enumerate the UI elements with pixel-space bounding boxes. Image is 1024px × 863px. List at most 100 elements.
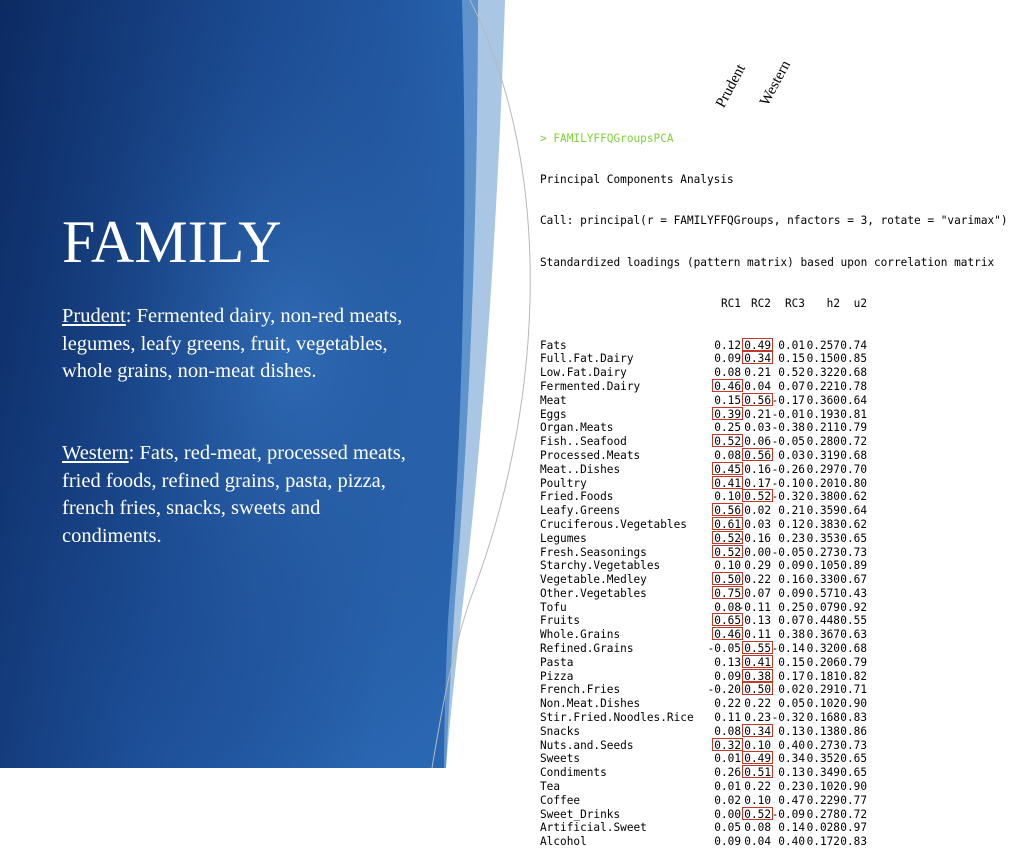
loading-value: 0.83 bbox=[840, 835, 867, 849]
table-row: Artificial.Sweet 0.05 0.08 0.14 0.028 0.97 bbox=[540, 821, 1008, 835]
loading-value: 0.72 bbox=[840, 435, 867, 449]
loading-value: 0.16 bbox=[744, 462, 771, 476]
highlighted-loading: 0.50 bbox=[701, 572, 743, 587]
loading-value: -0.09 bbox=[771, 807, 805, 821]
table-row: Fish..Seafood 0.52 0.06 -0.05 0.280 0.72 bbox=[540, 434, 1008, 449]
row-label: Refined.Grains bbox=[540, 642, 634, 656]
table-row: Nuts.and.Seeds 0.32 0.10 0.40 0.273 0.73 bbox=[540, 737, 1008, 753]
loading-value: 0.21 bbox=[744, 407, 771, 421]
loading-value: 0.82 bbox=[840, 669, 867, 683]
highlight-box bbox=[712, 530, 743, 544]
loading-value: 0.17 bbox=[778, 669, 805, 683]
loading-value: 0.367 bbox=[806, 628, 840, 642]
row-label: Fresh.Seasonings bbox=[540, 545, 647, 559]
column-header-rc2: RC2 bbox=[750, 297, 771, 311]
highlight-box bbox=[712, 585, 743, 599]
loading-value: 0.105 bbox=[806, 559, 840, 573]
loading-value: 0.29 bbox=[744, 559, 771, 573]
row-label: Sweet_Drinks bbox=[540, 807, 621, 821]
loading-value: 0.273 bbox=[806, 738, 840, 752]
highlighted-loading: 0.41 bbox=[731, 654, 773, 670]
loading-value: 0.21 bbox=[778, 504, 805, 518]
western-column-label: Western bbox=[756, 57, 795, 109]
column-header-u2: u2 bbox=[853, 297, 867, 311]
loading-value: 0.65 bbox=[840, 752, 867, 766]
row-label: French.Fries bbox=[540, 683, 621, 697]
loading-value: 0.09 bbox=[778, 586, 805, 600]
table-row: Organ.Meats 0.25 0.03 -0.38 0.211 0.79 bbox=[540, 421, 1008, 435]
loading-value: 0.68 bbox=[840, 448, 867, 462]
loading-value: 0.68 bbox=[840, 366, 867, 380]
table-row: Fried.Foods 0.10 0.52 -0.32 0.380 0.62 bbox=[540, 489, 1008, 504]
loading-value: 0.03 bbox=[778, 448, 805, 462]
loading-value: -0.32 bbox=[771, 490, 805, 504]
highlighted-loading: 0.39 bbox=[701, 406, 743, 422]
loading-value: 0.11 bbox=[744, 628, 771, 642]
loading-value: 0.353 bbox=[806, 531, 840, 545]
table-row: Leafy.Greens 0.56 0.02 0.21 0.359 0.64 bbox=[540, 503, 1008, 518]
row-label: Alcohol bbox=[540, 835, 587, 849]
row-label: Fried.Foods bbox=[540, 490, 614, 504]
loading-value: 0.64 bbox=[840, 393, 867, 407]
loading-value: 0.08 bbox=[714, 600, 741, 614]
loading-value: 0.09 bbox=[778, 559, 805, 573]
loading-value: 0.77 bbox=[840, 793, 867, 807]
loading-value: 0.43 bbox=[840, 586, 867, 600]
loading-value: 0.079 bbox=[806, 600, 840, 614]
r-output-line: Principal Components Analysis bbox=[540, 172, 734, 186]
loading-value: -0.05 bbox=[707, 642, 741, 656]
r-console-output: > FAMILYFFQGroupsPCA Principal Component… bbox=[540, 104, 1008, 863]
loading-value: 0.11 bbox=[714, 711, 741, 725]
loading-value: 0.13 bbox=[778, 724, 805, 738]
highlighted-loading: 0.52 bbox=[731, 489, 773, 504]
highlight-box bbox=[742, 682, 773, 696]
loading-value: 0.14 bbox=[778, 821, 805, 835]
loading-value: -0.17 bbox=[771, 393, 805, 407]
loading-value: 0.79 bbox=[840, 421, 867, 435]
loading-value: 0.70 bbox=[840, 462, 867, 476]
highlight-box bbox=[742, 641, 773, 655]
highlight-box bbox=[712, 516, 743, 530]
loading-value: 0.13 bbox=[778, 766, 805, 780]
loading-value: 0.06 bbox=[744, 435, 771, 449]
loading-value: 0.80 bbox=[840, 476, 867, 490]
highlight-box bbox=[742, 337, 773, 351]
western-term: Western bbox=[62, 442, 129, 464]
highlighted-loading: 0.32 bbox=[701, 737, 743, 753]
loading-value: 0.40 bbox=[778, 835, 805, 849]
table-row: Tofu 0.08 -0.11 0.25 0.079 0.92 bbox=[540, 601, 1008, 615]
highlighted-loading: 0.38 bbox=[731, 668, 773, 684]
loading-value: 0.257 bbox=[806, 338, 840, 352]
highlighted-loading: 0.61 bbox=[701, 516, 743, 532]
highlight-box bbox=[742, 392, 773, 406]
loading-value: 0.00 bbox=[744, 545, 771, 559]
table-row: Full.Fat.Dairy 0.09 0.34 0.15 0.150 0.85 bbox=[540, 351, 1008, 366]
table-row: Tea 0.01 0.22 0.23 0.102 0.90 bbox=[540, 780, 1008, 794]
loading-value: 0.17 bbox=[744, 476, 771, 490]
row-label: Legumes bbox=[540, 531, 587, 545]
row-label: Meat..Dishes bbox=[540, 462, 621, 476]
loading-value: 0.22 bbox=[744, 697, 771, 711]
loading-value: 0.47 bbox=[778, 793, 805, 807]
loading-value: 0.90 bbox=[840, 780, 867, 794]
loading-value: -0.11 bbox=[737, 600, 771, 614]
loading-value: -0.05 bbox=[771, 545, 805, 559]
row-label: Starchy.Vegetables bbox=[540, 559, 661, 573]
highlighted-loading: 0.56 bbox=[701, 503, 743, 518]
row-label: Whole.Grains bbox=[540, 628, 621, 642]
highlight-box bbox=[712, 378, 743, 392]
row-label: Leafy.Greens bbox=[540, 504, 621, 518]
loading-value: 0.65 bbox=[840, 531, 867, 545]
loading-value: 0.15 bbox=[714, 393, 741, 407]
row-label: Fermented.Dairy bbox=[540, 379, 641, 393]
loading-value: -0.14 bbox=[771, 642, 805, 656]
loading-value: 0.13 bbox=[744, 614, 771, 628]
loading-value: 0.01 bbox=[714, 752, 741, 766]
highlight-box bbox=[742, 489, 773, 503]
highlight-box bbox=[712, 544, 743, 558]
highlight-box bbox=[742, 668, 773, 682]
highlighted-loading: 0.41 bbox=[701, 475, 743, 491]
loading-value: 0.22 bbox=[744, 573, 771, 587]
loading-value: 0.12 bbox=[778, 517, 805, 531]
loading-value: 0.360 bbox=[806, 393, 840, 407]
